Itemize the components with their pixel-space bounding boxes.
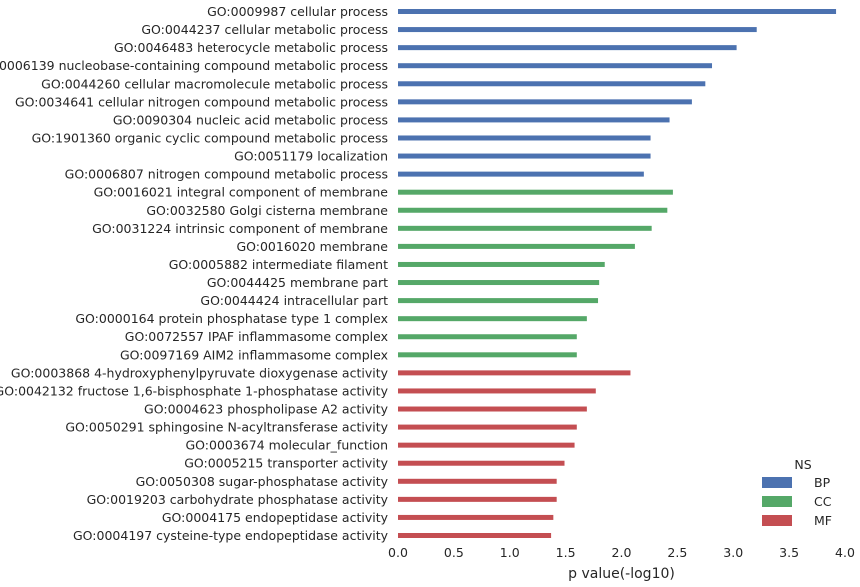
legend-swatch-bp <box>762 477 792 488</box>
category-label: GO:0016021 integral component of membran… <box>94 185 389 200</box>
legend-label-mf: MF <box>814 513 832 528</box>
category-label: GO:0090304 nucleic acid metabolic proces… <box>113 112 388 127</box>
category-label: GO:0097169 AIM2 inflammasome complex <box>120 347 388 362</box>
x-tick-label: 1.5 <box>556 545 576 560</box>
category-label: GO:0044260 cellular macromolecule metabo… <box>41 76 388 91</box>
category-label: GO:0051179 localization <box>234 149 388 164</box>
bar-bp <box>398 135 651 141</box>
bar-cc <box>398 225 652 231</box>
category-label: GO:0044425 membrane part <box>207 275 388 290</box>
bar-cc <box>398 243 635 249</box>
legend-label-bp: BP <box>814 475 831 490</box>
category-label: GO:0004175 endopeptidase activity <box>162 510 389 525</box>
bar-cc <box>398 261 605 267</box>
x-tick-label: 1.0 <box>500 545 520 560</box>
category-label: GO:0003674 molecular_function <box>185 438 388 453</box>
category-label: GO:0004623 phospholipase A2 activity <box>144 402 389 417</box>
legend-entries: BP CC MF <box>762 475 832 528</box>
bar-bp <box>398 171 644 177</box>
category-label: GO:0050291 sphingosine N-acyltransferase… <box>65 420 388 435</box>
x-tick-label: 0.0 <box>388 545 408 560</box>
bar-bp <box>398 27 757 33</box>
category-label: GO:0005882 intermediate filament <box>169 257 388 272</box>
category-label: GO:0042132 fructose 1,6-bisphosphate 1-p… <box>0 383 389 398</box>
category-label: GO:1901360 organic cyclic compound metab… <box>32 130 388 145</box>
category-label: GO:0044237 cellular metabolic process <box>141 22 388 37</box>
x-axis-ticks: 0.0 0.5 1.0 1.5 2.0 2.5 3.0 3.5 4.0 <box>388 545 855 560</box>
category-label: GO:0031224 intrinsic component of membra… <box>92 221 388 236</box>
bars-layer <box>398 9 837 538</box>
bar-cc <box>398 189 673 195</box>
category-labels-layer: GO:0009987 cellular process GO:0044237 ce… <box>0 4 389 543</box>
bar-bp <box>398 9 837 14</box>
category-label: GO:0000164 protein phosphatase type 1 co… <box>75 311 388 326</box>
legend: NS BP CC MF <box>762 457 832 528</box>
category-label: GO:0050308 sugar-phosphatase activity <box>136 474 389 489</box>
x-tick-label: 3.0 <box>723 545 743 560</box>
category-label: GO:0006807 nitrogen compound metabolic p… <box>65 167 388 182</box>
bar-cc <box>398 298 599 304</box>
bar-mf <box>398 370 631 376</box>
category-label: GO:0016020 membrane <box>236 239 388 254</box>
x-tick-label: 3.5 <box>779 545 799 560</box>
bar-mf <box>398 460 565 466</box>
bar-mf <box>398 424 577 430</box>
bar-cc <box>398 352 577 358</box>
bar-mf <box>398 514 554 520</box>
bar-cc <box>398 207 668 213</box>
category-label: GO:0006139 nucleobase-containing compoun… <box>0 58 388 73</box>
bar-mf <box>398 406 587 412</box>
category-label: GO:0034641 cellular nitrogen compound me… <box>15 94 388 109</box>
category-label: GO:0019203 carbohydrate phosphatase acti… <box>87 492 389 507</box>
bar-bp <box>398 45 737 51</box>
bar-cc <box>398 316 587 322</box>
legend-swatch-mf <box>762 515 792 526</box>
bar-bp <box>398 63 713 69</box>
category-label: GO:0009987 cellular process <box>207 4 388 19</box>
category-label: GO:0003868 4-hydroxyphenylpyruvate dioxy… <box>11 365 389 380</box>
bar-bp <box>398 153 651 159</box>
legend-swatch-cc <box>762 496 792 507</box>
legend-label-cc: CC <box>814 494 832 509</box>
bar-bp <box>398 117 670 123</box>
category-label: GO:0044424 intracellular part <box>200 293 388 308</box>
category-label: GO:0072557 IPAF inflammasome complex <box>125 329 388 344</box>
x-tick-label: 4.0 <box>835 545 855 560</box>
bar-mf <box>398 388 596 394</box>
x-tick-label: 2.0 <box>612 545 632 560</box>
bar-bp <box>398 81 706 87</box>
bar-mf <box>398 533 552 538</box>
bar-mf <box>398 442 575 448</box>
x-tick-label: 2.5 <box>667 545 687 560</box>
category-label: GO:0004197 cysteine-type endopeptidase a… <box>73 528 389 543</box>
bar-mf <box>398 496 557 502</box>
bar-mf <box>398 478 557 484</box>
category-label: GO:0005215 transporter activity <box>184 456 388 471</box>
bar-cc <box>398 334 577 340</box>
x-tick-label: 0.5 <box>444 545 464 560</box>
bar-bp <box>398 99 692 105</box>
bar-cc <box>398 280 600 286</box>
x-axis-title: p value(-log10) <box>568 566 675 582</box>
category-label: GO:0046483 heterocycle metabolic process <box>114 40 388 55</box>
legend-title: NS <box>794 457 811 472</box>
category-label: GO:0032580 Golgi cisterna membrane <box>146 203 388 218</box>
